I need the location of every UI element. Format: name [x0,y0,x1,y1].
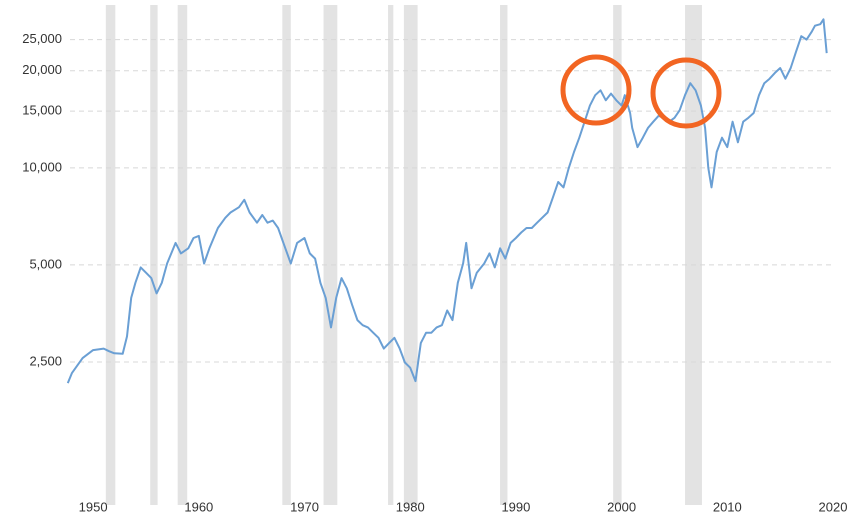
y-tick-label: 15,000 [22,103,62,118]
recession-band [613,5,622,505]
series [66,18,828,384]
recession-band [105,5,116,505]
x-tick-label: 1950 [79,499,108,514]
x-tick-label: 2020 [819,499,848,514]
grid [70,39,833,363]
recession-band [388,5,394,505]
recession-band [403,5,418,505]
x-tick-label: 1960 [184,499,213,514]
x-tick-label: 1990 [501,499,530,514]
x-tick-label: 1980 [396,499,425,514]
highlight-circle [560,54,632,126]
y-tick-label: 20,000 [22,62,62,77]
x-tick-label: 2010 [713,499,742,514]
series-line [66,18,828,384]
y-tick-label: 10,000 [22,159,62,174]
recession-band [150,5,158,505]
recession-band [685,5,702,505]
recession-bands [105,5,702,505]
recession-band [177,5,188,505]
x-tick-label: 1970 [290,499,319,514]
y-tick-label: 2,500 [29,353,62,368]
tick-labels: 2,500 5,000 10,000 15,000 20,000 25,000 1950 19… [22,31,847,514]
recession-band [323,5,338,505]
y-tick-label: 5,000 [29,256,62,271]
highlight-circle [650,57,722,129]
y-tick-label: 25,000 [22,31,62,46]
x-tick-label: 2000 [607,499,636,514]
recession-band [282,5,291,505]
